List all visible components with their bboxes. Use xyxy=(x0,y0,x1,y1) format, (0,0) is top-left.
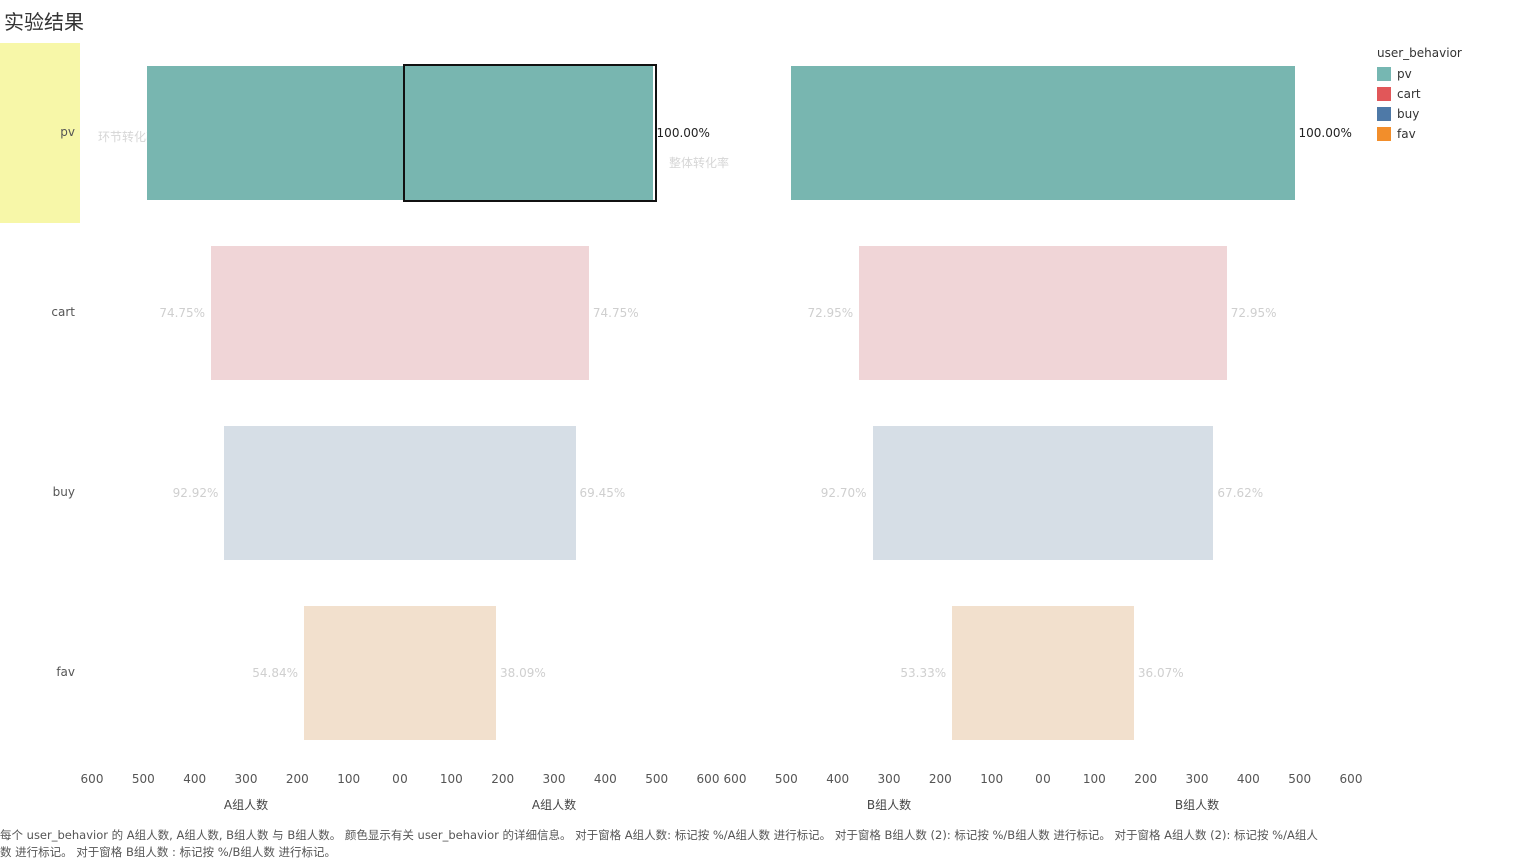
legend-swatch-fav xyxy=(1377,127,1391,141)
axis-tick-b-right-300: 300 xyxy=(1185,772,1209,786)
bar-b-left-cart[interactable] xyxy=(859,246,1043,380)
axis-tick-b-right-100: 100 xyxy=(1082,772,1106,786)
axis-tick-a-left-300: 300 xyxy=(234,772,258,786)
row-label-cart[interactable]: cart xyxy=(51,305,75,319)
bar-b-right-buy[interactable] xyxy=(1043,426,1214,560)
data-label-a-left-fav: 54.84% xyxy=(252,666,298,680)
axis-tick-b-left-400: 400 xyxy=(826,772,850,786)
axis-title-a-right: A组人数 xyxy=(531,798,577,812)
row-label-fav[interactable]: fav xyxy=(56,665,75,679)
axis-tick-a-right-200: 200 xyxy=(491,772,515,786)
axis-tick-b-left-100: 100 xyxy=(980,772,1004,786)
axis-tick-a-right-400: 400 xyxy=(593,772,617,786)
axis-tick-a-right-300: 300 xyxy=(542,772,566,786)
ghost-label-stage-rate: 环节转化率 xyxy=(98,130,159,144)
bar-b-left-fav[interactable] xyxy=(952,606,1043,740)
chart-caption: 每个 user_behavior 的 A组人数, A组人数, B组人数 与 B组… xyxy=(0,828,1318,859)
axis-tick-a-left-100: 100 xyxy=(337,772,361,786)
ghost-label-overall-rate: 整体转化率 xyxy=(669,156,730,170)
axis-title-a-left: A组人数 xyxy=(223,798,269,812)
data-label-b-right-pv: 100.00% xyxy=(1298,126,1352,140)
bar-a-right-fav[interactable] xyxy=(400,606,496,740)
bar-b-right-cart[interactable] xyxy=(1043,246,1227,380)
axis-tick-b-right-200: 200 xyxy=(1134,772,1158,786)
legend: user_behavior pv cart buy fav xyxy=(1377,46,1462,144)
data-label-b-right-fav: 36.07% xyxy=(1137,666,1184,680)
axis-title-b-right: B组人数 xyxy=(1174,798,1220,812)
row-label-buy[interactable]: buy xyxy=(52,485,75,499)
legend-item-pv[interactable]: pv xyxy=(1377,64,1462,84)
legend-item-cart[interactable]: cart xyxy=(1377,84,1462,104)
data-label-a-right-pv: 100.00% xyxy=(656,126,710,140)
bar-a-right-buy[interactable] xyxy=(400,426,576,560)
bar-b-right-fav[interactable] xyxy=(1043,606,1134,740)
axis-tick-a-left-500: 500 xyxy=(131,772,155,786)
axis-title-b-left: B组人数 xyxy=(866,798,912,812)
data-label-a-left-buy: 92.92% xyxy=(172,486,219,500)
data-label-b-left-fav: 53.33% xyxy=(900,666,947,680)
data-label-b-right-cart: 72.95% xyxy=(1230,306,1277,320)
axis-tick-b-left-600: 600 xyxy=(723,772,747,786)
axis-tick-a-right-600: 600 xyxy=(696,772,720,786)
axis-tick-a-right-0: 0 xyxy=(400,772,408,786)
row-label-pv[interactable]: pv xyxy=(60,125,75,139)
bar-a-left-buy[interactable] xyxy=(224,426,400,560)
axis-tick-b-left-300: 300 xyxy=(877,772,901,786)
legend-item-buy[interactable]: buy xyxy=(1377,104,1462,124)
data-label-a-left-cart: 74.75% xyxy=(159,306,206,320)
legend-label-cart: cart xyxy=(1397,87,1421,101)
axis-tick-b-right-500: 500 xyxy=(1288,772,1312,786)
data-label-a-right-buy: 69.45% xyxy=(579,486,626,500)
data-label-b-right-buy: 67.62% xyxy=(1217,486,1264,500)
bar-a-left-cart[interactable] xyxy=(211,246,400,380)
data-label-b-left-buy: 92.70% xyxy=(820,486,867,500)
page-title: 实验结果 xyxy=(4,10,84,34)
axis-tick-a-right-500: 500 xyxy=(645,772,669,786)
legend-title: user_behavior xyxy=(1377,46,1462,60)
axis-tick-b-left-0: 0 xyxy=(1035,772,1043,786)
bar-a-right-cart[interactable] xyxy=(400,246,589,380)
axis-tick-b-left-200: 200 xyxy=(928,772,952,786)
axis-tick-b-right-600: 600 xyxy=(1339,772,1363,786)
bar-a-right-pv[interactable] xyxy=(400,66,653,200)
bar-b-left-pv[interactable] xyxy=(791,66,1043,200)
axis-tick-b-right-400: 400 xyxy=(1236,772,1260,786)
legend-label-fav: fav xyxy=(1397,127,1416,141)
legend-swatch-cart xyxy=(1377,87,1391,101)
data-label-a-right-fav: 38.09% xyxy=(499,666,546,680)
bar-a-left-pv[interactable] xyxy=(147,66,400,200)
axis-tick-b-right-0: 0 xyxy=(1043,772,1051,786)
legend-item-fav[interactable]: fav xyxy=(1377,124,1462,144)
legend-label-pv: pv xyxy=(1397,67,1412,81)
bar-b-right-pv[interactable] xyxy=(1043,66,1295,200)
bar-a-left-fav[interactable] xyxy=(304,606,400,740)
axis-tick-a-left-200: 200 xyxy=(285,772,309,786)
selected-bar-outline[interactable] xyxy=(403,64,657,202)
axis-tick-a-left-0: 0 xyxy=(392,772,400,786)
axis-tick-a-right-100: 100 xyxy=(439,772,463,786)
axis-tick-a-left-400: 400 xyxy=(183,772,207,786)
legend-swatch-buy xyxy=(1377,107,1391,121)
data-label-a-right-cart: 74.75% xyxy=(592,306,639,320)
axis-tick-a-left-600: 600 xyxy=(80,772,104,786)
selected-row-highlight xyxy=(0,43,80,223)
data-label-b-left-cart: 72.95% xyxy=(807,306,854,320)
bar-b-left-buy[interactable] xyxy=(872,426,1043,560)
axis-tick-b-left-500: 500 xyxy=(774,772,798,786)
legend-label-buy: buy xyxy=(1397,107,1420,121)
legend-swatch-pv xyxy=(1377,67,1391,81)
